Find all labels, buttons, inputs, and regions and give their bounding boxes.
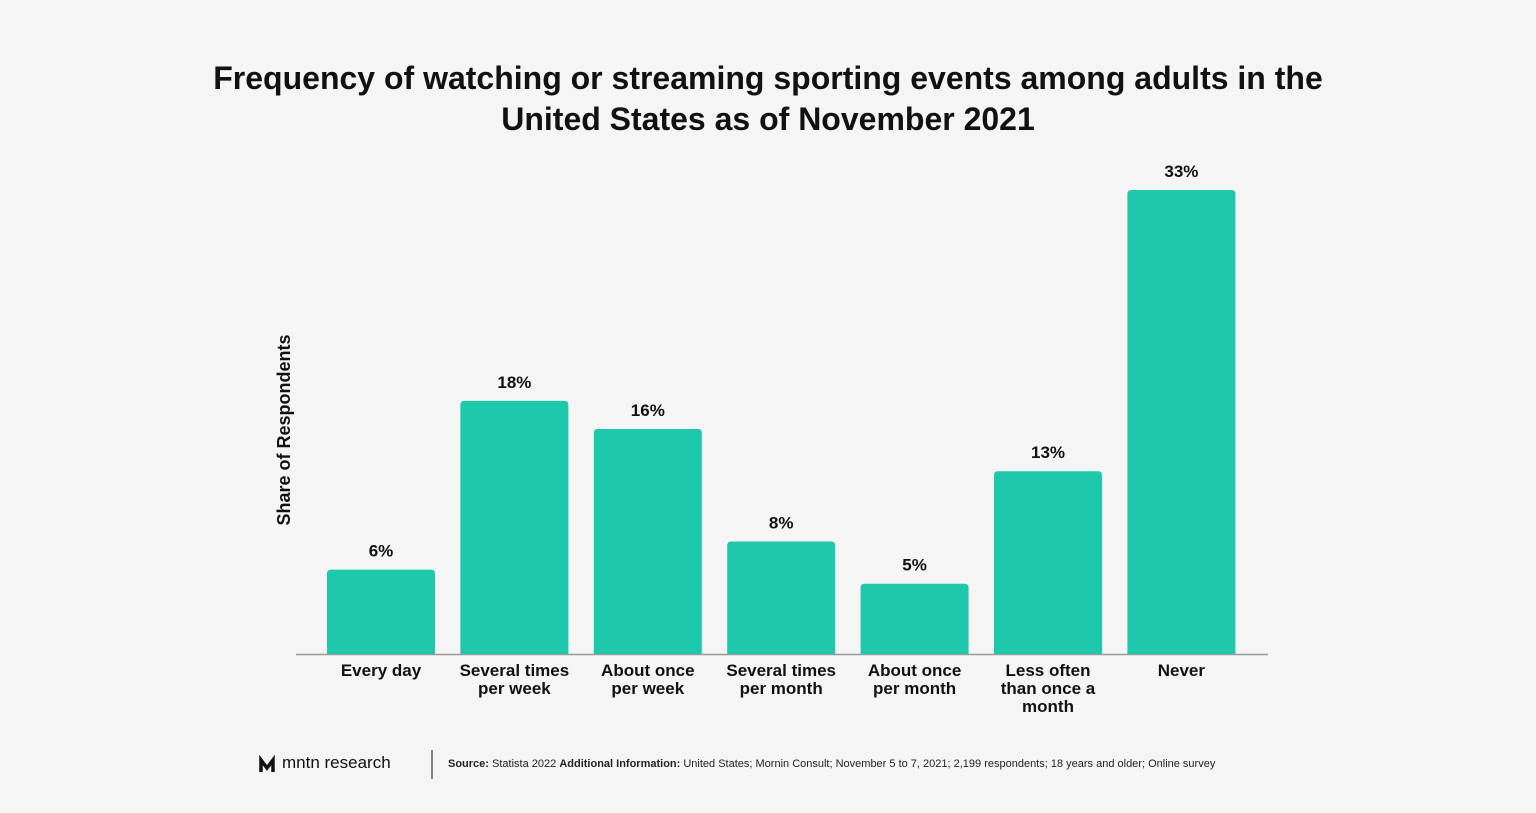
info: United States; Mornin Consult; November … xyxy=(683,758,1216,770)
value-label: 6% xyxy=(369,542,394,561)
x-tick-label: Less often than once a month xyxy=(1000,661,1096,716)
value-label: 33% xyxy=(1164,162,1198,181)
bar xyxy=(1127,190,1236,654)
bar xyxy=(460,400,569,654)
value-label: 16% xyxy=(631,401,665,420)
bar xyxy=(994,471,1102,654)
value-label: 8% xyxy=(769,514,794,533)
source-label: Source: xyxy=(448,758,489,770)
x-tick-label: Several times per month xyxy=(726,661,836,698)
x-tick-label: About once per month xyxy=(867,661,962,698)
y-axis-label: Share of Respondents xyxy=(274,334,294,525)
brand: mntn research xyxy=(282,753,391,772)
brand-logo xyxy=(259,754,275,772)
value-label: 18% xyxy=(497,373,531,392)
bar xyxy=(593,429,702,654)
bar xyxy=(860,583,969,654)
value-label: 5% xyxy=(902,556,927,575)
bar xyxy=(327,569,435,654)
x-tick-label: Every day xyxy=(340,661,422,680)
bar xyxy=(727,541,836,654)
x-tick-label: Never xyxy=(1157,661,1206,680)
info-label: Additional Information: xyxy=(559,758,681,770)
footer: Source: Statista 2022 Additional Informa… xyxy=(448,758,1215,770)
x-tick-label: Several times per week xyxy=(459,661,570,698)
source: Statista 2022 xyxy=(492,758,557,770)
chart-title: Frequency of watching or streaming sport… xyxy=(213,60,1323,137)
x-tick-label: About once per week xyxy=(601,661,695,698)
value-label: 13% xyxy=(1031,443,1065,462)
